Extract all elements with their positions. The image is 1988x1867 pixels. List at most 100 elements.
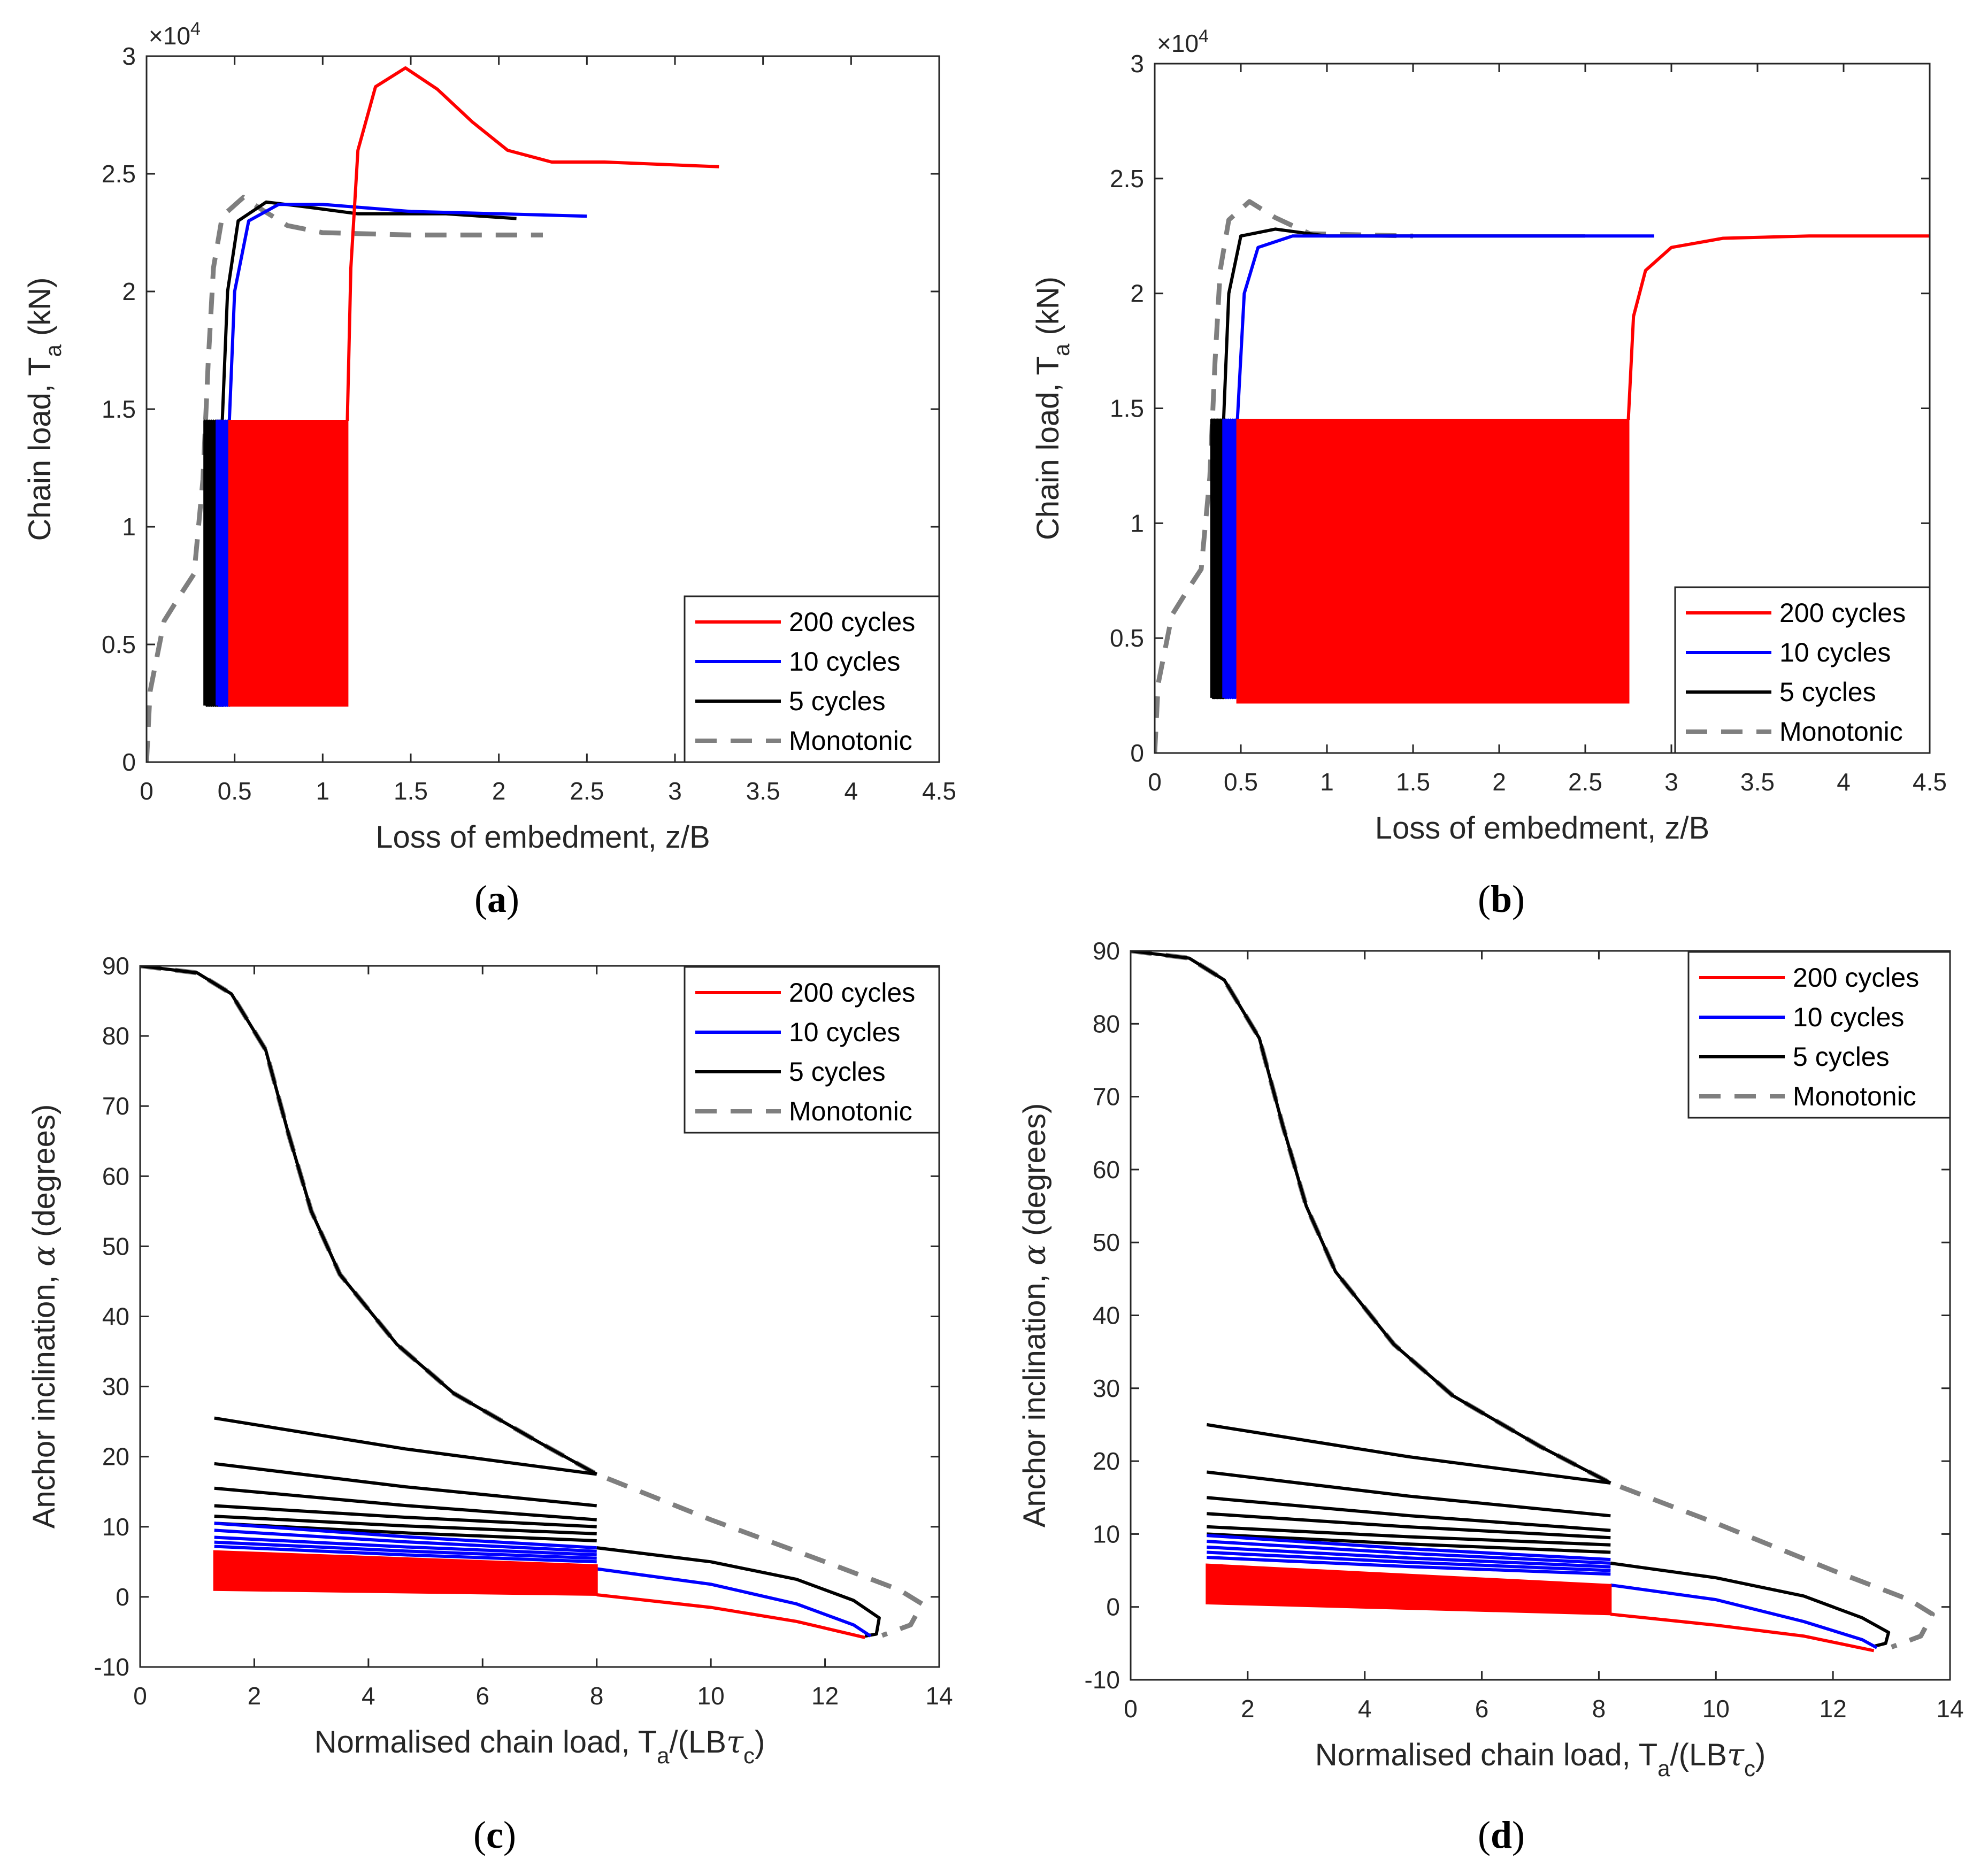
- legend-label: 200 cycles: [1793, 963, 1919, 993]
- cycle-line-10-cycles: [1207, 1540, 1611, 1565]
- x-tick-label: 8: [590, 1682, 604, 1710]
- legend-label: 200 cycles: [1779, 598, 1906, 628]
- legend-box: [684, 595, 940, 763]
- x-tick-label: 2: [248, 1682, 262, 1710]
- plot-area: [147, 66, 719, 762]
- cycles-band-200-cycles: [1206, 1563, 1612, 1616]
- y-tick-label: 3: [1130, 50, 1144, 78]
- y-tick-label: -10: [94, 1653, 129, 1681]
- y-tick-label: 3: [122, 42, 136, 70]
- y-axis-label: Anchor inclination, α (degrees): [1016, 1103, 1053, 1528]
- panel-label: (a): [474, 878, 519, 920]
- legend-label: 10 cycles: [1779, 637, 1891, 667]
- series-tail-5-cycles: [1610, 1561, 1891, 1648]
- cycle-line-10-cycles: [214, 1522, 597, 1550]
- cycle-line-10-cycles: [1207, 1534, 1611, 1562]
- x-tick-label: 1.5: [1396, 768, 1430, 796]
- y-label-main: Chain load, T: [1031, 356, 1065, 540]
- cycle-line-5-cycles: [1206, 1470, 1611, 1518]
- x-tick-label: 0.5: [218, 777, 252, 805]
- legend-label: 5 cycles: [789, 1057, 886, 1087]
- series-tail-10-cycles: [1610, 1583, 1878, 1649]
- series-line-200-cycles: [346, 66, 719, 421]
- x-label-tau: τ: [726, 1724, 744, 1760]
- y-tick-label: 50: [1093, 1228, 1120, 1256]
- y-tick-label: 80: [102, 1022, 129, 1050]
- y-tick-label: 50: [102, 1232, 129, 1260]
- series-tail-5-cycles: [596, 1546, 881, 1638]
- y-tick-label: 1: [1130, 509, 1144, 537]
- series-tail-10-cycles: [596, 1567, 872, 1638]
- y-tick-label: 80: [1093, 1010, 1120, 1038]
- cycle-line-5-cycles: [1206, 1423, 1611, 1485]
- x-tick-label: 8: [1592, 1695, 1606, 1723]
- x-tick-label: 0: [140, 777, 153, 805]
- paren-close: ): [1512, 1814, 1525, 1856]
- series-tail-200-cycles: [596, 1593, 865, 1639]
- x-axis-label: Loss of embedment, z/B: [1375, 811, 1709, 846]
- paren-open: (: [474, 878, 487, 920]
- x-tick-label: 4: [362, 1682, 375, 1710]
- y-label-tail: (degrees): [1017, 1103, 1052, 1244]
- legend-label: Monotonic: [789, 726, 912, 756]
- cycle-line-10-cycles: [214, 1535, 597, 1557]
- x-tick-label: 0.5: [1224, 768, 1258, 796]
- y-tick-label: 60: [1093, 1156, 1120, 1184]
- y-tick-label: 90: [1093, 937, 1120, 965]
- multiplier-base: ×10: [1157, 29, 1199, 57]
- x-tick-label: 2.5: [1568, 768, 1602, 796]
- legend-label: Monotonic: [1779, 717, 1903, 747]
- series-line-Monotonic: [1155, 199, 1414, 753]
- y-tick-label: 0: [122, 748, 136, 776]
- chart-panel-a: 0 0.5 1 1.5 2 2.5 3 3.5 4 4.500.511.522.53×104Los…: [22, 19, 956, 920]
- x-tick-label: 12: [1820, 1695, 1847, 1723]
- x-tick-label: 2: [1241, 1695, 1255, 1723]
- cycle-line-5-cycles: [1207, 1525, 1611, 1547]
- legend: 200 cycles 10 cycles 5 cycles Monotonic: [1687, 951, 1951, 1119]
- legend-label: 10 cycles: [789, 647, 900, 677]
- panel-letter: c: [486, 1814, 503, 1856]
- cycle-line-5-cycles: [214, 1462, 597, 1508]
- y-label-main: Chain load, T: [22, 357, 57, 541]
- panel-letter: d: [1491, 1814, 1512, 1856]
- y-tick-label: 30: [102, 1373, 129, 1401]
- x-tick-label: 2: [1492, 768, 1506, 796]
- x-tick-label: 14: [1936, 1695, 1963, 1723]
- series-line-10-cycles: [227, 203, 587, 421]
- y-label-sub: a: [41, 344, 66, 357]
- y-tick-label: 40: [1093, 1302, 1120, 1330]
- chart-panel-d: 0 2 4 6 8 10 12 14-100102030405060708090Normali…: [1016, 937, 1964, 1856]
- series-line-5-cycles: [1131, 951, 1611, 1485]
- x-tick-label: 4: [845, 777, 858, 805]
- x-tick-label: 6: [475, 1682, 489, 1710]
- multiplier-base: ×10: [149, 22, 190, 50]
- cycles-band-200-cycles: [213, 1550, 598, 1596]
- cycle-line-10-cycles: [214, 1528, 597, 1553]
- y-tick-label: -10: [1085, 1666, 1120, 1694]
- legend-box: [1674, 586, 1931, 754]
- legend: 200 cycles 10 cycles 5 cycles Monotonic: [1674, 586, 1931, 754]
- y-multiplier: ×104: [149, 19, 201, 50]
- series-line-5-cycles: [140, 966, 598, 1476]
- legend-label: 10 cycles: [789, 1017, 900, 1047]
- paren-close: ): [1512, 878, 1525, 920]
- y-label-tail: (degrees): [27, 1104, 62, 1246]
- x-tick-label: 0: [133, 1682, 147, 1710]
- x-label-main: Normalised chain load, T: [314, 1725, 657, 1760]
- x-tick-label: 3.5: [1740, 768, 1775, 796]
- x-tick-label: 4: [1358, 1695, 1372, 1723]
- x-tick-label: 4.5: [1913, 768, 1947, 796]
- y-tick-label: 10: [102, 1513, 129, 1541]
- y-tick-label: 0: [1106, 1593, 1120, 1621]
- legend-label: 5 cycles: [1779, 677, 1876, 707]
- x-label-main: Normalised chain load, T: [1315, 1738, 1657, 1772]
- cycle-line-5-cycles: [1207, 1532, 1611, 1554]
- y-tick-label: 1: [122, 513, 136, 541]
- y-tick-label: 70: [102, 1092, 129, 1120]
- y-label-tail: (kN): [1031, 276, 1065, 344]
- legend-label: 10 cycles: [1793, 1002, 1904, 1032]
- plot-area: [1155, 199, 1930, 753]
- cycle-line-10-cycles: [214, 1545, 597, 1564]
- x-tick-label: 14: [925, 1682, 953, 1710]
- panel-letter: a: [487, 878, 506, 920]
